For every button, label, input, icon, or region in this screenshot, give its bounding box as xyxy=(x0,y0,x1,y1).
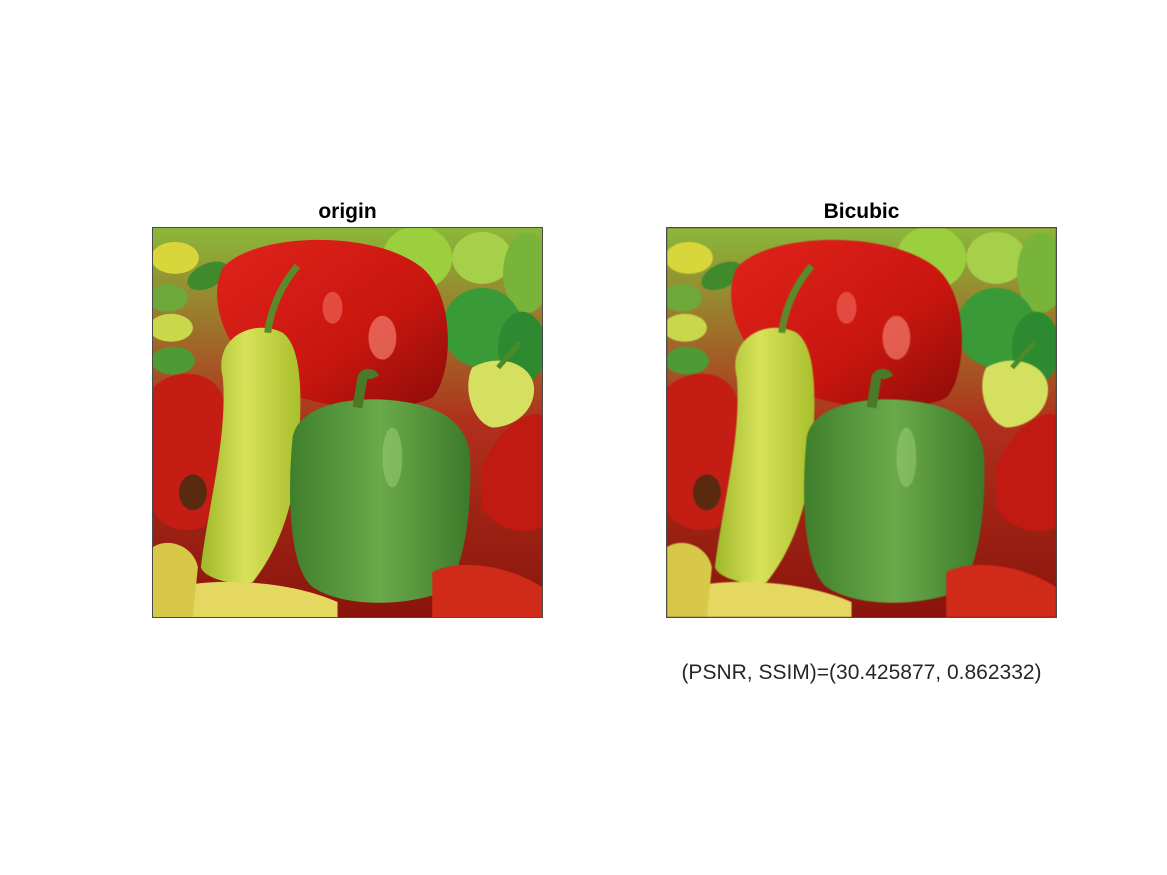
bicubic-image xyxy=(666,227,1057,618)
peppers-illustration-origin xyxy=(153,228,542,617)
panel-title-bicubic: Bicubic xyxy=(823,200,900,223)
peppers-illustration-bicubic xyxy=(667,228,1056,617)
origin-image xyxy=(152,227,543,618)
psnr-ssim-label: (PSNR, SSIM)=(30.425877, 0.862332) xyxy=(681,661,1042,684)
panel-title-origin: origin xyxy=(318,200,377,223)
